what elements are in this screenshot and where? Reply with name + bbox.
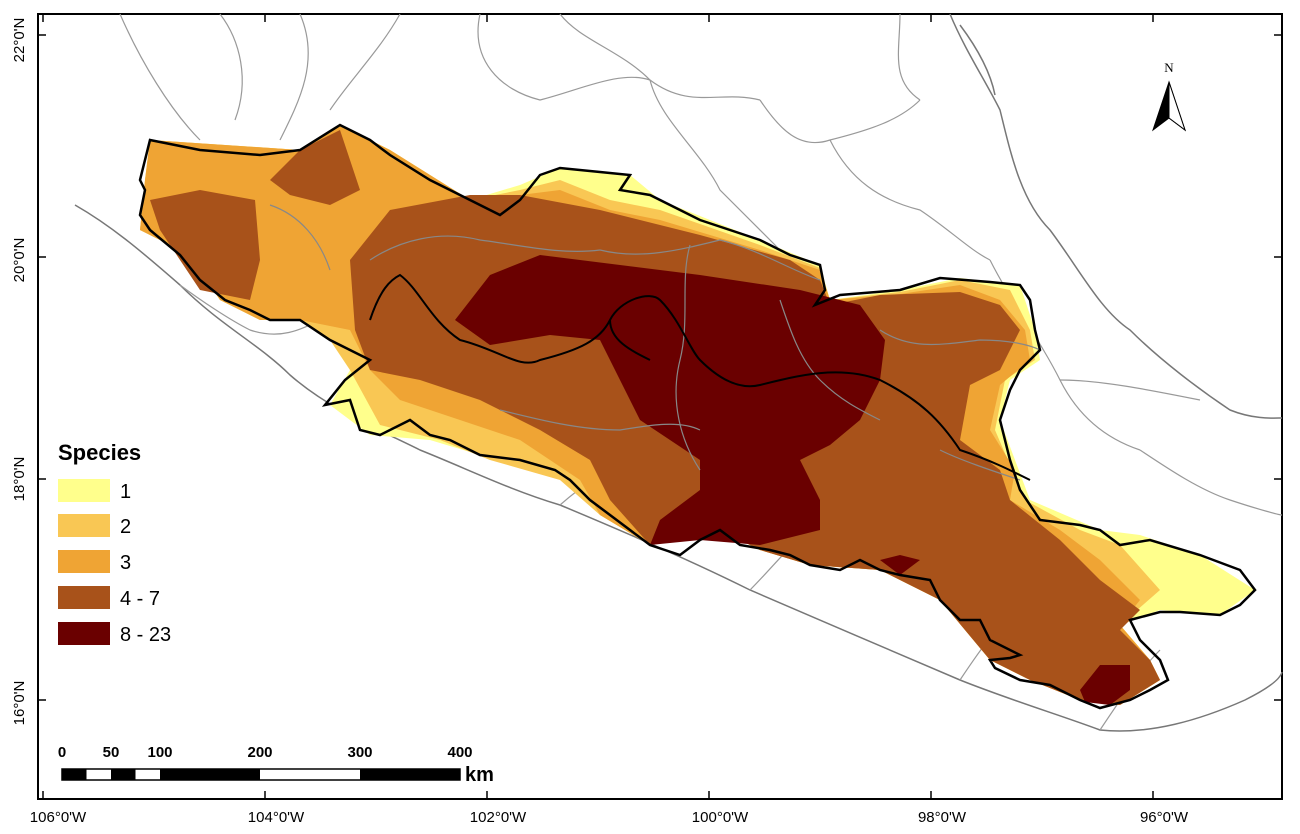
lat-label-16: 16°0'N [11,681,28,726]
zone-8-23-species [455,255,1130,705]
lon-label-96: 96°0'W [1140,809,1189,826]
legend-swatch-3 [58,550,110,573]
scale-label-400: 400 [447,744,472,761]
legend-label-4: 4 - 7 [120,588,160,610]
lat-label-22: 22°0'N [11,18,28,63]
scale-bar: 0 50 100 200 300 400 km [58,744,494,786]
lon-label-98: 98°0'W [918,809,967,826]
legend-label-1: 1 [120,481,131,503]
lon-label-100: 100°0'W [692,809,749,826]
lon-label-102: 102°0'W [470,809,527,826]
interior-state-borders [269,204,1041,481]
north-arrow-label: N [1164,60,1174,75]
scale-segment [62,769,87,780]
legend-swatch-5 [58,622,110,645]
latitude-labels: 22°0'N 20°0'N 18°0'N 16°0'N [11,18,28,726]
legend-item-5: 8 - 23 [58,622,171,646]
scale-label-50: 50 [103,744,120,761]
legend-item-3: 3 [58,550,131,574]
legend-item-1: 1 [58,479,131,503]
legend-swatch-1 [58,479,110,502]
legend-item-2: 2 [58,514,131,538]
legend-item-4: 4 - 7 [58,586,160,610]
gulf-coastline [949,13,1283,419]
legend-title: Species [58,440,141,465]
lat-label-18: 18°0'N [11,457,28,502]
legend: Species 1 2 3 4 - 7 8 - 23 [58,440,171,646]
legend-label-5: 8 - 23 [120,624,171,646]
lon-label-106: 106°0'W [30,809,87,826]
scale-label-300: 300 [347,744,372,761]
scale-label-100: 100 [147,744,172,761]
north-arrow: N [1152,60,1186,132]
legend-label-3: 3 [120,552,131,574]
scale-label-0: 0 [58,744,66,761]
legend-swatch-2 [58,514,110,537]
scale-unit: km [465,764,494,786]
gulf-lagoon [959,24,996,96]
longitude-labels: 106°0'W 104°0'W 102°0'W 100°0'W 98°0'W 9… [30,809,1189,826]
scale-segment [360,769,460,780]
region-outline [138,123,1257,710]
frame-ticks [38,14,1282,799]
legend-swatch-4 [58,586,110,609]
scale-label-200: 200 [247,744,272,761]
region-inner-boundaries [369,273,1031,481]
lat-label-20: 20°0'N [11,238,28,283]
scale-segment [160,769,260,780]
scale-segment [111,769,136,780]
lon-label-104: 104°0'W [248,809,305,826]
legend-label-2: 2 [120,516,131,538]
